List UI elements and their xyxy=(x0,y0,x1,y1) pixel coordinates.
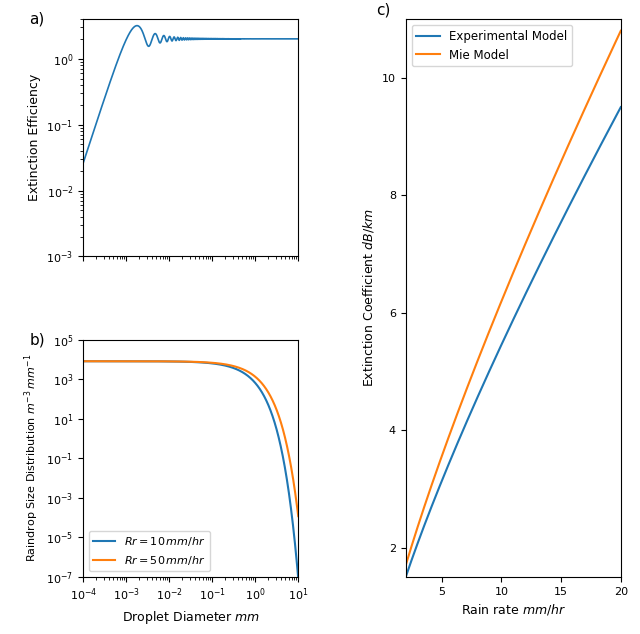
Experimental Model xyxy=(573,186,581,194)
$Rr = 10\,mm/hr$ xyxy=(178,358,186,365)
Text: b): b) xyxy=(29,332,45,347)
X-axis label: Droplet Diameter $mm$: Droplet Diameter $mm$ xyxy=(122,609,260,626)
Text: a): a) xyxy=(29,12,45,27)
$Rr = 10\,mm/hr$ xyxy=(184,358,191,366)
Experimental Model xyxy=(489,359,497,367)
$Rr = 50\,mm/hr$ xyxy=(79,358,87,365)
$Rr = 10\,mm/hr$ xyxy=(294,574,302,582)
Experimental Model xyxy=(424,513,431,521)
Legend: Experimental Model, Mie Model: Experimental Model, Mie Model xyxy=(412,25,572,67)
$Rr = 10\,mm/hr$ xyxy=(288,512,296,520)
Experimental Model xyxy=(617,103,625,111)
Legend: $Rr = 10\,mm/hr$, $Rr = 50\,mm/hr$: $Rr = 10\,mm/hr$, $Rr = 50\,mm/hr$ xyxy=(89,531,211,571)
Mie Model xyxy=(424,493,431,500)
$Rr = 10\,mm/hr$ xyxy=(79,358,87,365)
$Rr = 50\,mm/hr$ xyxy=(249,371,257,378)
Experimental Model xyxy=(570,194,577,202)
Line: $Rr = 50\,mm/hr$: $Rr = 50\,mm/hr$ xyxy=(83,361,298,516)
Experimental Model xyxy=(402,573,410,581)
$Rr = 10\,mm/hr$ xyxy=(90,358,98,365)
Mie Model xyxy=(489,319,497,327)
$Rr = 50\,mm/hr$ xyxy=(184,358,191,365)
Line: Mie Model: Mie Model xyxy=(406,31,621,565)
$Rr = 50\,mm/hr$ xyxy=(294,512,302,520)
Mie Model xyxy=(617,27,625,35)
Mie Model xyxy=(550,175,557,183)
Line: Experimental Model: Experimental Model xyxy=(406,107,621,577)
$Rr = 50\,mm/hr$ xyxy=(90,358,98,365)
Mie Model xyxy=(570,130,577,138)
X-axis label: Rain rate $mm/hr$: Rain rate $mm/hr$ xyxy=(461,602,566,618)
$Rr = 50\,mm/hr$ xyxy=(288,468,296,476)
Mie Model xyxy=(573,122,581,129)
$Rr = 50\,mm/hr$ xyxy=(178,358,186,365)
Mie Model xyxy=(497,300,504,307)
Y-axis label: Raindrop Size Distribution $m^{-3}\,mm^{-1}$: Raindrop Size Distribution $m^{-3}\,mm^{… xyxy=(22,354,41,562)
Text: c): c) xyxy=(376,3,390,17)
$Rr = 10\,mm/hr$ xyxy=(288,513,296,521)
$Rr = 10\,mm/hr$ xyxy=(249,376,257,384)
$Rr = 50\,mm/hr$ xyxy=(288,469,296,476)
Experimental Model xyxy=(550,233,557,241)
Y-axis label: Extinction Coefficient $dB/km$: Extinction Coefficient $dB/km$ xyxy=(362,209,376,387)
Y-axis label: Extinction Efficiency: Extinction Efficiency xyxy=(28,74,41,202)
Experimental Model xyxy=(497,343,504,351)
Mie Model xyxy=(402,561,410,569)
Line: $Rr = 10\,mm/hr$: $Rr = 10\,mm/hr$ xyxy=(83,361,298,578)
